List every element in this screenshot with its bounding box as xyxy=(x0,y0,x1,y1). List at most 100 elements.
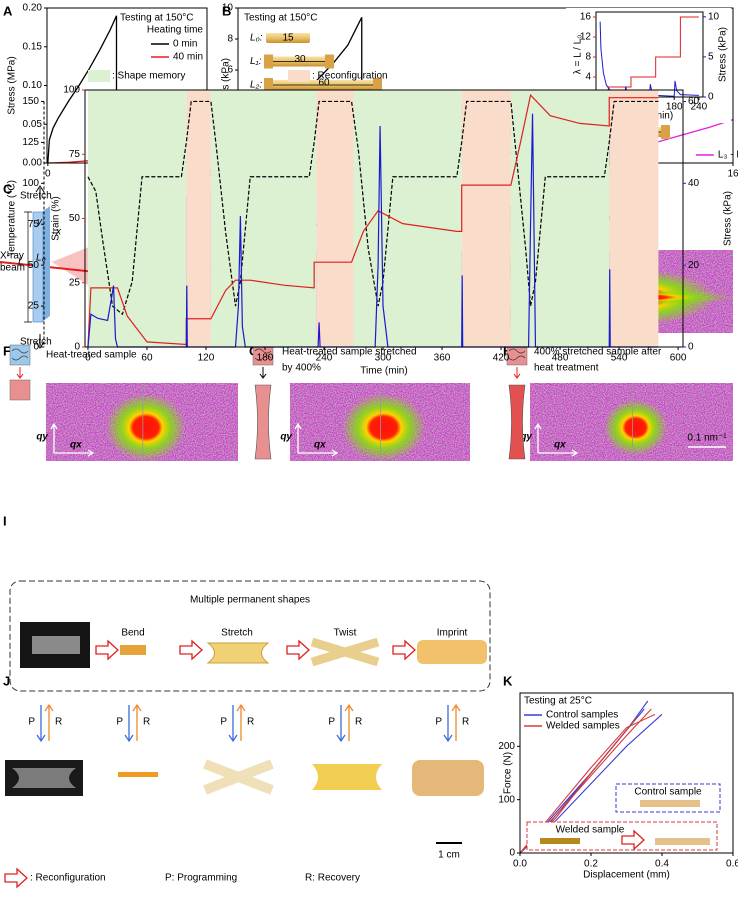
recovery-arrow xyxy=(236,703,246,741)
y2-tick-label: 20 xyxy=(688,260,700,271)
y-tick-label: 0 xyxy=(33,342,39,353)
sample-photo xyxy=(32,636,80,654)
legend-label: 0 min xyxy=(173,39,197,50)
label: x xyxy=(55,227,62,238)
y2-tick-label: 5 xyxy=(708,52,714,63)
y-tick-label: 0 xyxy=(509,848,515,859)
region xyxy=(210,90,317,347)
p-label: P xyxy=(328,717,335,728)
y2-axis-label: Stress (kPa) xyxy=(723,191,734,246)
q-label: qx xyxy=(70,440,82,451)
label: Stretch xyxy=(20,337,52,348)
scattering-pattern xyxy=(603,399,668,456)
y3-tick-label: 100 xyxy=(63,85,80,96)
label: L₀ xyxy=(36,253,46,264)
region xyxy=(186,90,211,347)
x-axis-label: Displacement (mm) xyxy=(583,870,670,881)
group-title: Multiple permanent shapes xyxy=(190,595,310,606)
sample-grip xyxy=(264,78,273,92)
y3-tick-label: 50 xyxy=(69,213,81,224)
y-axis-label: λ = L / L₀ xyxy=(573,35,584,75)
y3-axis-label: Strain (%) xyxy=(51,196,62,240)
panel-title: 400% stretched sample after xyxy=(534,347,662,358)
x-tick-label: 240 xyxy=(691,101,708,112)
label: L xyxy=(18,257,24,268)
legend-swatch xyxy=(88,70,110,82)
panel-label: F xyxy=(3,343,11,358)
panel-title: Heat-treated sample xyxy=(46,350,137,361)
region xyxy=(353,90,462,347)
scale-bar-label: 1 cm xyxy=(438,850,460,861)
y-tick-label: 0.00 xyxy=(23,158,43,169)
sample xyxy=(32,211,44,323)
inset-label: Control sample xyxy=(634,787,702,798)
programming-arrow xyxy=(336,705,346,743)
stretched-sample xyxy=(254,384,272,460)
panel-label: A xyxy=(3,3,13,18)
texture xyxy=(11,348,29,361)
length-label: 30 xyxy=(294,54,306,65)
scattering-pattern xyxy=(105,393,186,462)
scale-bar-label: 0.1 nm⁻¹ xyxy=(687,433,727,444)
x-tick-label: 240 xyxy=(316,353,333,364)
label: beam xyxy=(0,263,25,274)
welding-arrow xyxy=(621,829,645,851)
p-label: P xyxy=(116,717,123,728)
x-tick-label: 60 xyxy=(141,353,153,364)
q-label: qy xyxy=(520,432,532,443)
y2-tick-label: 40 xyxy=(688,178,700,189)
p-label: P xyxy=(28,717,35,728)
annotation: Testing at 150°C xyxy=(244,13,318,24)
p-label: P xyxy=(220,717,227,728)
region xyxy=(87,90,187,347)
q-label: qy xyxy=(36,432,48,443)
programming-arrow xyxy=(228,705,238,743)
y-tick-label: 16 xyxy=(580,12,592,23)
sample-grip xyxy=(264,54,273,69)
legend-label: Welded samples xyxy=(546,721,620,732)
programming-arrow xyxy=(443,705,453,743)
y-tick-label: 75 xyxy=(28,219,40,230)
sample-photo xyxy=(118,772,158,777)
length-label: 15 xyxy=(282,33,294,44)
sample-icon xyxy=(9,344,31,366)
r-label: R xyxy=(247,717,254,728)
y2-tick-label: 10 xyxy=(708,11,720,22)
stretched-sample xyxy=(508,384,526,460)
y-tick-label: 8 xyxy=(227,34,233,45)
dim-line xyxy=(24,211,32,323)
inset-box xyxy=(615,783,721,813)
y-tick-label: 8 xyxy=(585,52,591,63)
region xyxy=(510,90,610,347)
x-tick-label: 0.2 xyxy=(584,859,598,870)
y-tick-label: 200 xyxy=(498,741,515,752)
sample-photo xyxy=(310,637,380,667)
legend-label: : Reconfiguration xyxy=(30,873,106,884)
x-tick-label: 0.6 xyxy=(726,859,738,870)
sample-photo xyxy=(203,759,274,795)
region xyxy=(609,90,659,347)
shape-label: Bend xyxy=(121,628,144,639)
panel-label: K xyxy=(503,673,513,688)
y-tick-label: 100 xyxy=(22,178,39,189)
shape-label: Imprint xyxy=(437,628,468,639)
panel-label: I xyxy=(3,513,7,528)
p-label: P xyxy=(435,717,442,728)
panel-title: heat treatment xyxy=(534,363,599,374)
sample-icon xyxy=(9,379,31,401)
group-box xyxy=(9,580,491,692)
y-tick-label: 12 xyxy=(580,32,592,43)
sample-photo xyxy=(120,645,146,655)
r-label: R xyxy=(355,717,362,728)
x-tick-label: 0.4 xyxy=(655,859,669,870)
recovery-arrow xyxy=(451,703,461,741)
programming-arrow xyxy=(36,705,46,743)
sample-grip xyxy=(373,78,382,92)
legend-label: 40 min xyxy=(173,52,203,63)
sample-photo xyxy=(206,642,270,664)
recovery-arrow xyxy=(344,703,354,741)
x-tick-label: 180 xyxy=(257,353,274,364)
annotation: Testing at 150°C xyxy=(120,13,194,24)
y3-tick-label: 75 xyxy=(69,149,81,160)
legend-label: Control samples xyxy=(546,710,618,721)
